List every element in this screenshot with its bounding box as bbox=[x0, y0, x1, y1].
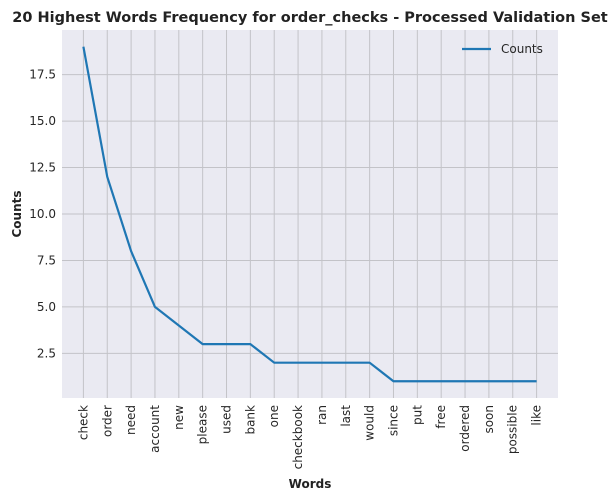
x-tick-label: possible bbox=[506, 405, 520, 454]
legend: Counts bbox=[462, 42, 543, 56]
x-tick-labels: check order need account new please used bank on… bbox=[76, 405, 543, 470]
x-axis-label: Words bbox=[289, 477, 332, 491]
x-tick-label: last bbox=[339, 405, 353, 427]
x-tick-label: would bbox=[363, 405, 377, 441]
grid-lines bbox=[62, 30, 558, 398]
y-tick-label: 2.5 bbox=[37, 346, 56, 360]
chart-title: 20 Highest Words Frequency for order_che… bbox=[12, 10, 607, 26]
x-tick-label: order bbox=[100, 405, 114, 437]
y-tick-label: 5.0 bbox=[37, 300, 56, 314]
y-axis-label: Counts bbox=[10, 190, 24, 237]
series-line-counts bbox=[82, 46, 537, 383]
x-tick-label: used bbox=[220, 405, 234, 434]
x-tick-label: since bbox=[386, 405, 400, 436]
x-tick-label: ordered bbox=[458, 405, 472, 452]
x-tick-label: new bbox=[172, 405, 186, 430]
x-tick-label: bank bbox=[243, 405, 257, 435]
x-tick-label: check bbox=[76, 405, 90, 440]
y-tick-label: 7.5 bbox=[37, 253, 56, 267]
x-tick-label: checkbook bbox=[291, 405, 305, 469]
x-tick-label: one bbox=[267, 405, 281, 427]
x-tick-label: free bbox=[434, 405, 448, 429]
y-tick-label: 12.5 bbox=[29, 161, 56, 175]
x-tick-label: need bbox=[124, 405, 138, 435]
x-tick-label: please bbox=[196, 405, 210, 444]
x-tick-label: account bbox=[148, 405, 162, 453]
y-tick-label: 17.5 bbox=[29, 68, 56, 82]
y-tick-label: 10.0 bbox=[29, 207, 56, 221]
x-tick-label: soon bbox=[482, 405, 496, 434]
y-tick-label: 15.0 bbox=[29, 114, 56, 128]
y-tick-labels: 2.5 5.0 7.5 10.0 12.5 15.0 17.5 bbox=[29, 68, 56, 361]
x-tick-label: put bbox=[410, 405, 424, 425]
x-tick-label: ran bbox=[315, 405, 329, 425]
x-tick-label: like bbox=[530, 405, 544, 426]
legend-label-counts: Counts bbox=[501, 42, 543, 56]
